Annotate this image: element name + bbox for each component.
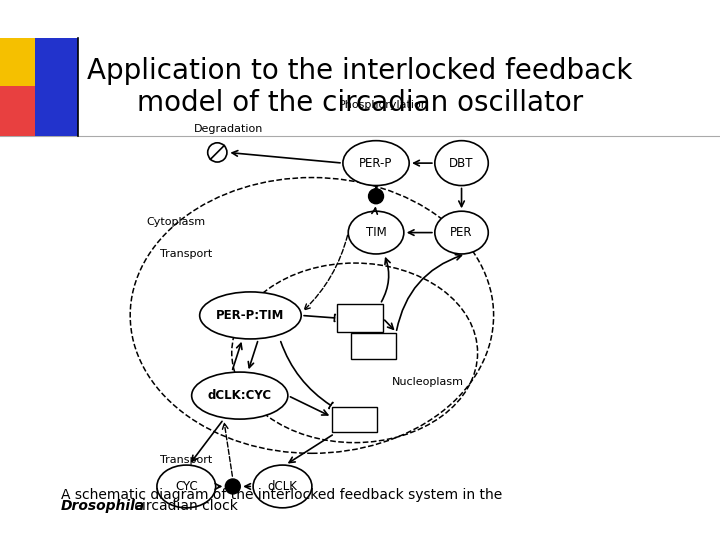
Ellipse shape [348,211,404,254]
Text: circadian clock: circadian clock [130,499,238,513]
Ellipse shape [253,465,312,508]
Text: PER-P:TIM: PER-P:TIM [216,309,284,322]
Text: TIM: TIM [366,226,387,239]
Text: Transport: Transport [160,249,212,259]
Text: PER: PER [450,226,473,239]
Text: Phosphorylation: Phosphorylation [339,100,429,110]
Text: Application to the interlocked feedback
model of the circadian oscillator: Application to the interlocked feedback … [87,57,633,117]
Ellipse shape [435,140,488,186]
Bar [337,304,383,332]
Ellipse shape [157,465,216,508]
Text: dCLK: dCLK [268,480,297,493]
Ellipse shape [199,292,301,339]
Bar [351,333,396,359]
Text: Cytoplasm: Cytoplasm [146,217,205,227]
Text: Degradation: Degradation [194,124,264,134]
Circle shape [369,189,384,204]
Text: Transport: Transport [160,455,212,465]
Text: A schematic diagram of the interlocked feedback system in the: A schematic diagram of the interlocked f… [61,488,507,502]
Bar [332,407,377,433]
Text: Nucleoplasm: Nucleoplasm [392,377,464,387]
Text: CYC: CYC [175,480,198,493]
Text: Drosophila: Drosophila [61,499,145,513]
Circle shape [225,479,240,494]
Text: PER-P: PER-P [359,157,392,170]
Text: DBT: DBT [449,157,474,170]
Ellipse shape [343,140,409,186]
Ellipse shape [435,211,488,254]
Text: dCLK:CYC: dCLK:CYC [207,389,272,402]
Ellipse shape [192,372,288,419]
